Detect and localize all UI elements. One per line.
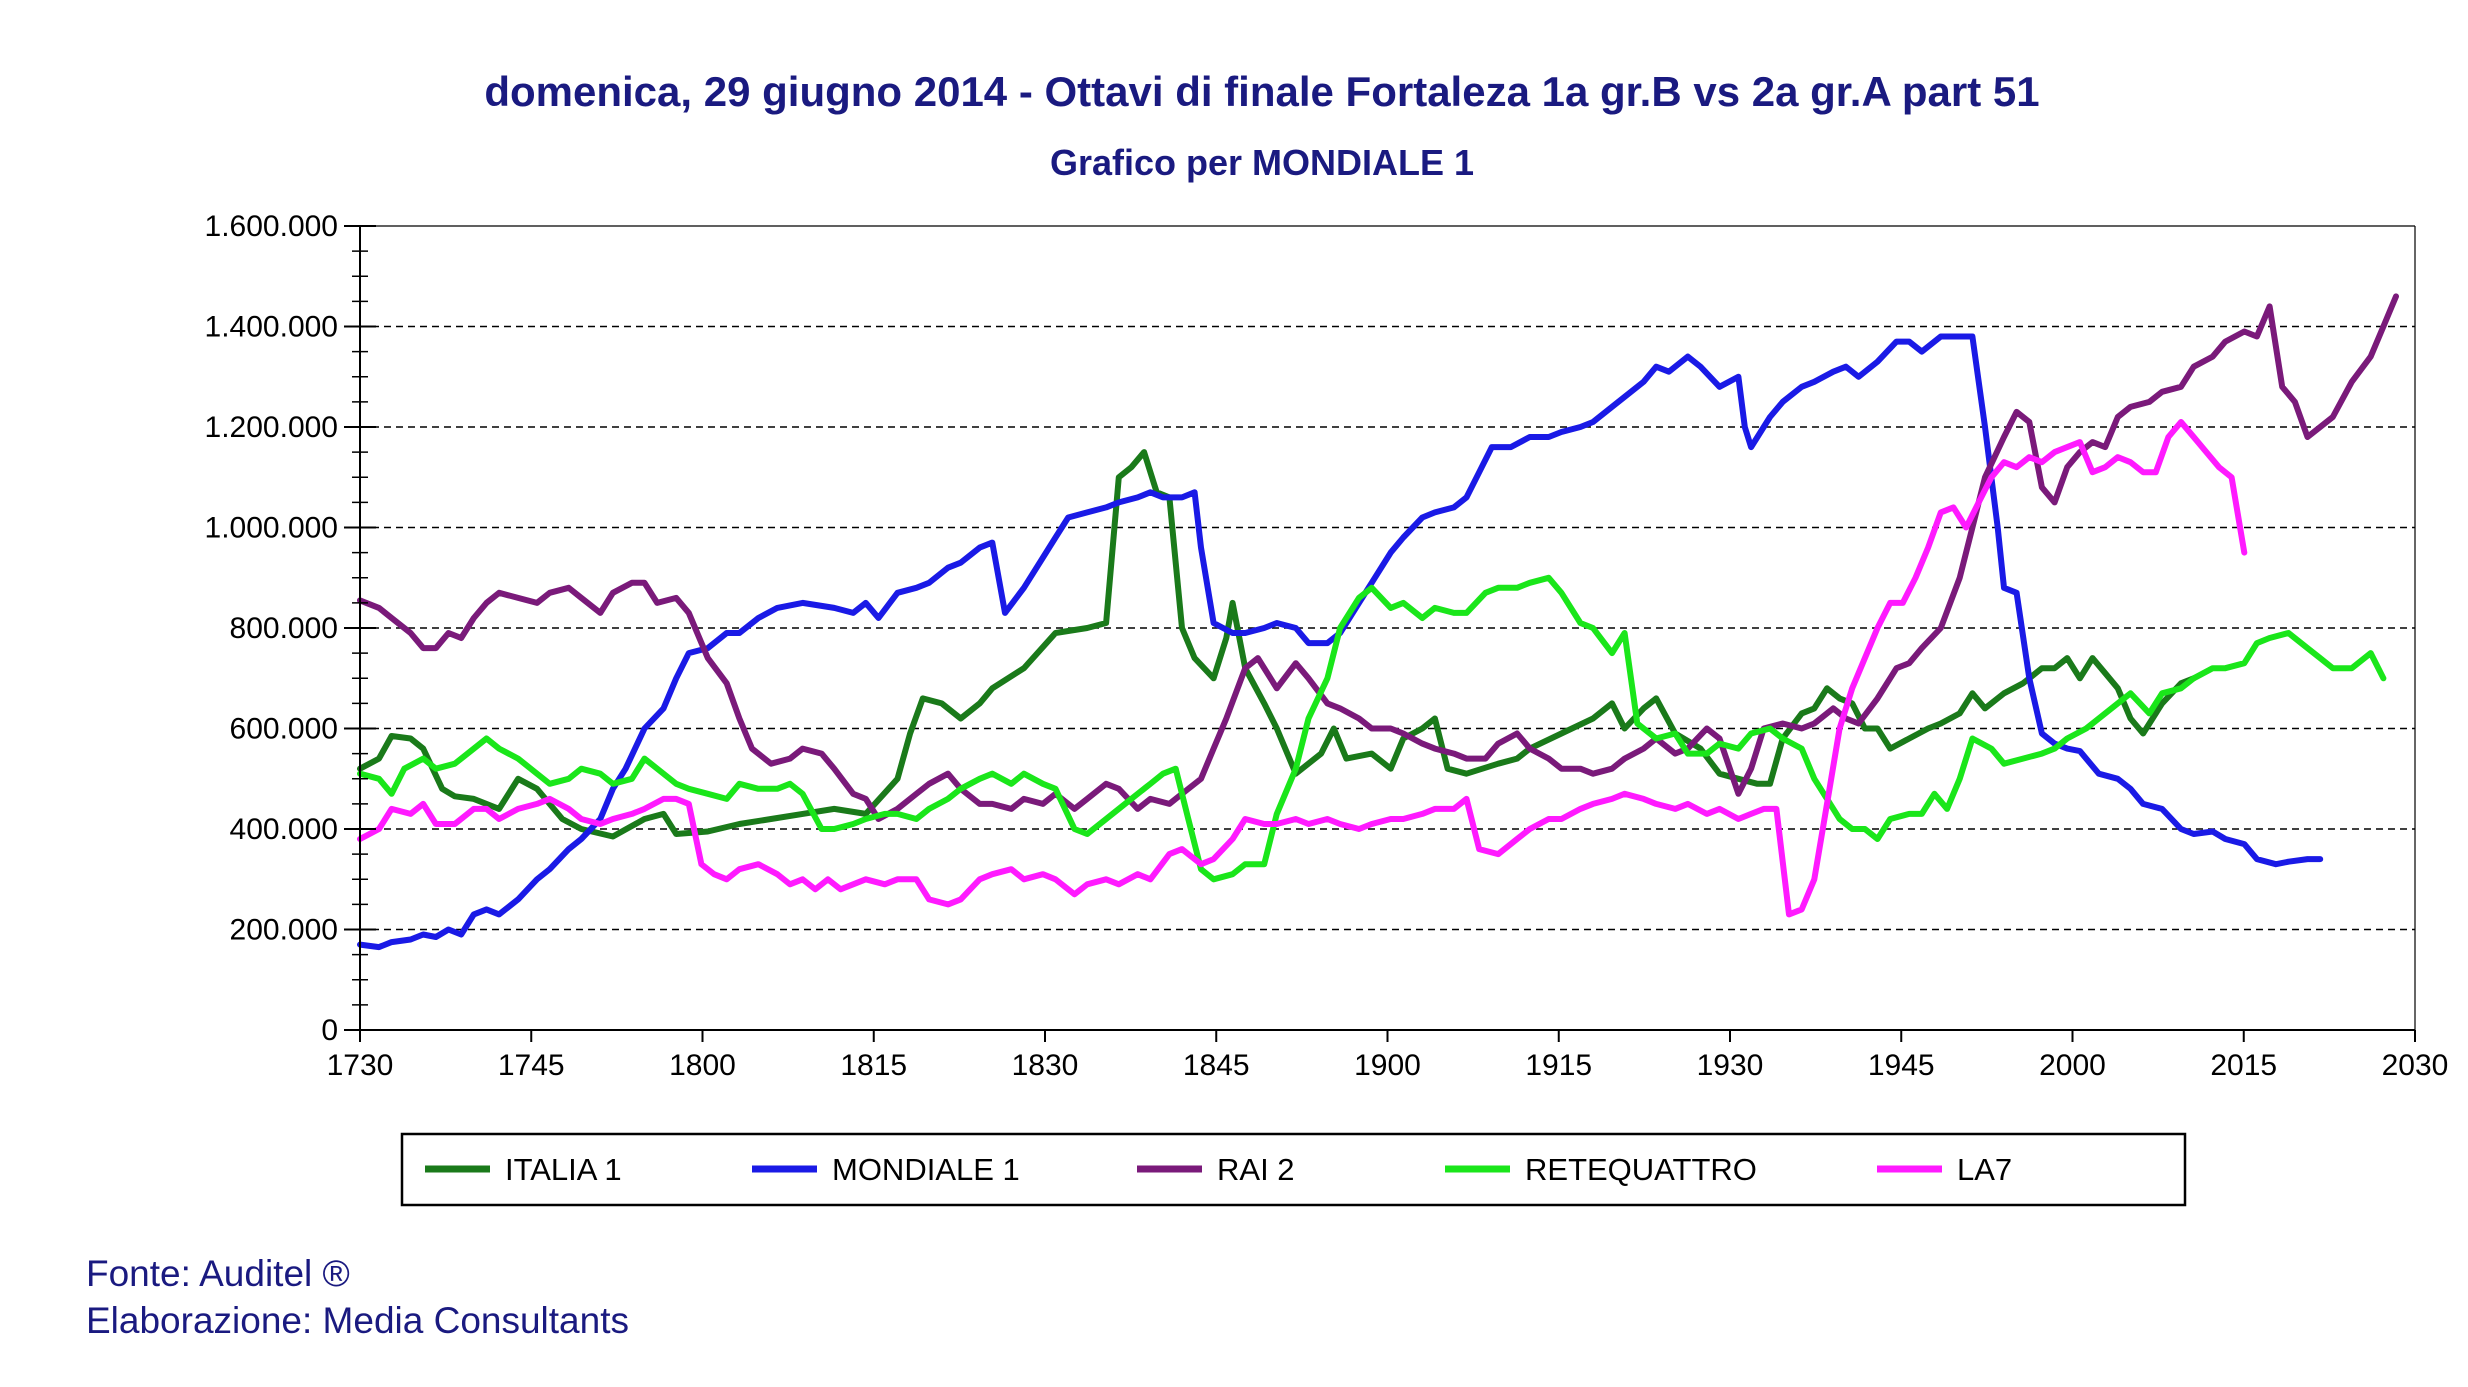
y-tick-label: 200.000	[230, 914, 338, 947]
x-tick-label: 1730	[327, 1049, 394, 1082]
x-tick-label: 2030	[2382, 1049, 2449, 1082]
x-tick-label: 1845	[1183, 1049, 1250, 1082]
y-tick-label: 400.000	[230, 813, 338, 846]
x-tick-label: 1930	[1697, 1049, 1764, 1082]
x-tick-label: 1900	[1354, 1049, 1421, 1082]
legend-label: MONDIALE 1	[832, 1152, 1020, 1187]
axes: 0 200.000 400.000 600.000 800.000 1.000.000 1.…	[205, 210, 2449, 1082]
series-line-4	[357, 419, 2248, 918]
x-tick-label: 1815	[840, 1049, 907, 1082]
x-tick-label: 1915	[1525, 1049, 1592, 1082]
footer-elaboration: Elaborazione: Media Consultants	[86, 1300, 629, 1341]
x-tick-label: 2015	[2210, 1049, 2277, 1082]
x-tick-label: 1800	[669, 1049, 736, 1082]
series-line-0	[357, 449, 2197, 840]
y-tick-label: 600.000	[230, 713, 338, 746]
x-tick-label: 2000	[2039, 1049, 2106, 1082]
x-tick-label: 1945	[1868, 1049, 1935, 1082]
y-tick-label: 1.400.000	[205, 311, 338, 344]
series-line-1	[357, 333, 2324, 951]
legend-label: RAI 2	[1217, 1152, 1295, 1187]
y-tick-label: 1.000.000	[205, 512, 338, 545]
legend-label: LA7	[1957, 1152, 2012, 1187]
y-tick-label: 800.000	[230, 612, 338, 645]
legend-label: RETEQUATTRO	[1525, 1152, 1757, 1187]
series-line-2	[357, 293, 2399, 822]
footer-source: Fonte: Auditel ®	[86, 1253, 350, 1294]
legend: ITALIA 1 MONDIALE 1 RAI 2 RETEQUATTRO LA7	[400, 1132, 2187, 1207]
x-tick-label: 1830	[1012, 1049, 1079, 1082]
y-tick-label: 0	[321, 1014, 338, 1047]
x-tick-label: 1745	[498, 1049, 565, 1082]
chart-subtitle: Grafico per MONDIALE 1	[1050, 142, 1474, 183]
legend-label: ITALIA 1	[505, 1152, 622, 1187]
chart-title: domenica, 29 giugno 2014 - Ottavi di fin…	[484, 68, 2039, 115]
series-lines	[357, 293, 2399, 951]
series-line-3	[357, 574, 2387, 883]
y-tick-label: 1.600.000	[205, 210, 338, 243]
y-tick-label: 1.200.000	[205, 411, 338, 444]
grid-lines	[360, 325, 2415, 931]
